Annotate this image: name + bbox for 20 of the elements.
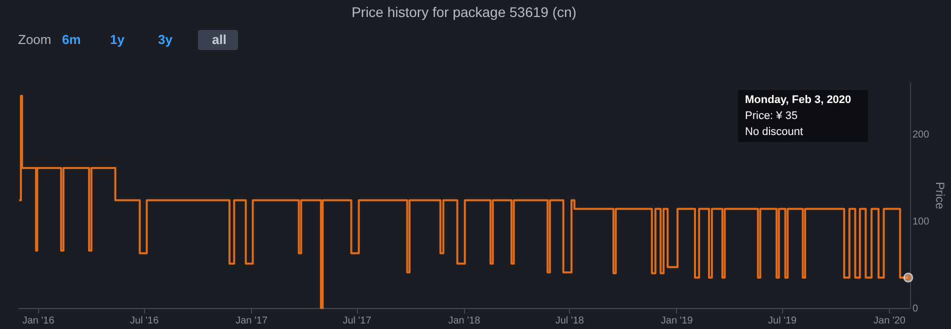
chart-title: Price history for package 53619 (cn)	[352, 4, 576, 20]
text: 3y	[158, 32, 174, 47]
x-tick-label: Jan '18	[448, 316, 481, 326]
x-tick-label: Jul '17	[342, 316, 372, 326]
x-tick-label: Jul '18	[555, 316, 584, 326]
text: 1y	[110, 32, 126, 47]
text: 6m	[62, 32, 81, 47]
y-tick-label: 0	[912, 304, 918, 314]
x-tick-label: Jan '19	[660, 316, 694, 326]
text: all	[212, 32, 226, 47]
x-tick-label: Jul '19	[768, 316, 798, 326]
y-tick-label: 200	[912, 130, 930, 141]
y-axis-title: Price	[933, 182, 948, 210]
text: Zoom	[18, 32, 52, 47]
x-tick-label: Jul '16	[130, 316, 160, 326]
y-tick-label: 100	[912, 216, 930, 228]
x-tick-label: Jan '20	[874, 316, 906, 326]
x-tick-label: Jan '16	[22, 316, 55, 326]
x-tick-label: Jan '17	[236, 316, 268, 326]
annotation: Monday, Feb 3, 2020 Price: ¥ 35 No discount	[745, 94, 852, 138]
